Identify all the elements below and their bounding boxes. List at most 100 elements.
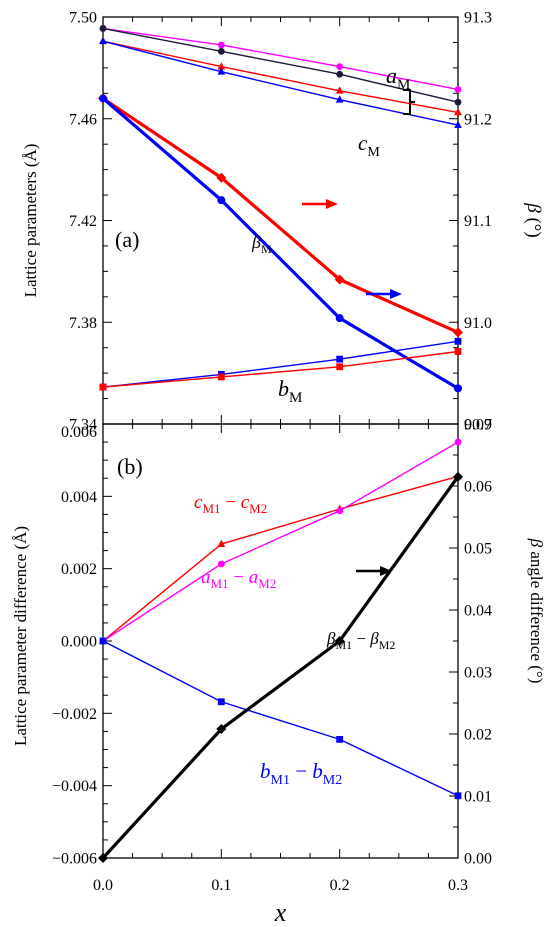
data-point-1-3-3 — [453, 471, 463, 482]
arrow-black-head — [380, 566, 392, 576]
y-tick-label-left: −0.002 — [52, 706, 97, 723]
data-point-0-0-2 — [336, 63, 344, 71]
series-line-0-3 — [102, 40, 459, 126]
series-line-0-7 — [102, 350, 459, 388]
label-b-diff: bM1 − bM2 — [260, 759, 342, 788]
data-point-1-2-1 — [217, 698, 225, 706]
label-a-diff: aM1 − aM2 — [201, 567, 276, 591]
y-axis-title-right-a: β (°) — [523, 202, 544, 237]
data-point-0-3-3 — [454, 120, 462, 129]
data-point-1-0-1 — [217, 539, 226, 547]
data-point-0-6-2 — [336, 355, 344, 363]
y-tick-label-right: 0.02 — [464, 727, 492, 744]
data-point-0-7-1 — [217, 373, 225, 381]
y-tick-label-left: 7.42 — [69, 213, 97, 230]
y-tick-label-right: 0.06 — [464, 479, 492, 496]
y-tick-label-left: 7.46 — [69, 111, 97, 128]
series-line-1-0 — [102, 475, 459, 642]
data-point-1-3-1 — [216, 724, 227, 735]
y-tick-label-right: 90.9 — [464, 417, 492, 434]
data-point-0-1-1 — [217, 47, 225, 55]
data-point-0-3-0 — [99, 36, 107, 45]
y-axis-title-left-b: Lattice parameter difference (Å) — [11, 526, 30, 746]
data-point-1-3-2 — [334, 636, 345, 646]
y-tick-label-left: 0.002 — [61, 561, 97, 578]
data-point-0-0-1 — [217, 41, 225, 49]
series-line-1-3 — [101, 475, 460, 860]
data-point-0-6-3 — [454, 337, 462, 345]
y-tick-label-left: 7.34 — [69, 417, 97, 434]
y-axis-title-right-b: β angle difference (°) — [527, 538, 546, 684]
label-c-diff: cM1 − cM2 — [194, 492, 267, 516]
data-point-0-1-3 — [454, 98, 462, 106]
bracket — [403, 89, 415, 115]
y-tick-label-left: −0.006 — [52, 851, 97, 868]
data-point-0-2-2 — [335, 86, 344, 94]
data-point-0-1-2 — [336, 70, 344, 78]
data-point-1-1-3 — [454, 438, 462, 446]
x-tick-label: 0.0 — [93, 877, 113, 894]
x-tick-label: 0.1 — [211, 877, 231, 894]
y-tick-label-right: 0.00 — [464, 851, 492, 868]
label-beta-diff: βM1 − βM2 — [326, 629, 395, 652]
y-tick-label-right: 91.2 — [464, 111, 492, 128]
y-tick-label-left: −0.004 — [52, 778, 97, 795]
series-line-0-2 — [102, 40, 459, 114]
y-tick-label-right: 91.1 — [464, 213, 492, 230]
data-point-0-7-0 — [99, 383, 107, 391]
plot-frame-1 — [102, 423, 459, 859]
series-line-0-0 — [102, 27, 459, 91]
x-axis-title: x — [274, 898, 287, 927]
panel-label-a: (a) — [115, 227, 139, 252]
x-tick-label: 0.2 — [330, 877, 350, 894]
y-tick-label-right: 0.04 — [464, 603, 492, 620]
data-point-0-4-2 — [334, 274, 345, 285]
data-point-0-0-3 — [454, 86, 462, 93]
data-point-0-2-3 — [454, 107, 462, 116]
data-point-0-5-3 — [454, 384, 462, 393]
data-point-0-5-0 — [99, 94, 107, 103]
data-point-0-7-3 — [454, 348, 462, 355]
data-point-0-1-0 — [99, 25, 107, 32]
data-point-0-7-2 — [336, 363, 344, 371]
y-tick-label-left: 0.004 — [61, 489, 97, 506]
y-tick-label-right: 0.05 — [464, 541, 492, 558]
data-point-1-2-3 — [454, 792, 462, 800]
y-tick-label-right: 0.07 — [464, 417, 492, 434]
label-c-m: cM — [358, 131, 380, 160]
series-line-0-6 — [102, 340, 459, 388]
arrow-red-head — [326, 199, 338, 209]
series-line-0-5 — [101, 97, 459, 390]
y-tick-label-left: 0.000 — [61, 634, 97, 651]
x-tick-label: 0.3 — [448, 877, 468, 894]
data-point-0-5-1 — [217, 196, 226, 205]
y-tick-label-right: 91.0 — [464, 315, 492, 332]
data-point-0-3-1 — [217, 67, 226, 75]
panel-label-b: (b) — [117, 454, 143, 479]
y-axis-title-left-a: Lattice parameters (Å) — [21, 144, 40, 298]
y-tick-label-right: 0.03 — [464, 665, 492, 682]
y-tick-label-left: 7.50 — [69, 10, 97, 27]
label-b-m: bM — [278, 376, 302, 406]
label-beta-m: βM — [251, 232, 272, 256]
data-point-0-2-1 — [217, 62, 226, 70]
data-point-1-2-2 — [336, 735, 344, 743]
y-tick-label-right: 0.01 — [464, 789, 492, 806]
y-tick-label-left: 7.38 — [69, 315, 97, 332]
data-point-1-3-0 — [98, 853, 108, 863]
y-tick-label-right: 91.3 — [464, 10, 492, 27]
data-point-0-3-2 — [335, 95, 344, 103]
series-line-1-1 — [102, 441, 459, 642]
arrow-blue-head — [390, 289, 402, 299]
data-point-1-1-2 — [336, 507, 344, 515]
data-point-0-4-3 — [453, 327, 463, 338]
data-point-1-2-0 — [99, 637, 107, 645]
data-point-0-4-1 — [216, 172, 227, 183]
data-point-0-5-2 — [335, 314, 344, 323]
y-tick-label-left: 0.006 — [61, 424, 97, 441]
series-line-1-2 — [102, 640, 459, 797]
series-line-0-4 — [102, 97, 459, 334]
data-point-1-1-1 — [217, 560, 225, 568]
label-a-m: aM — [386, 63, 410, 93]
